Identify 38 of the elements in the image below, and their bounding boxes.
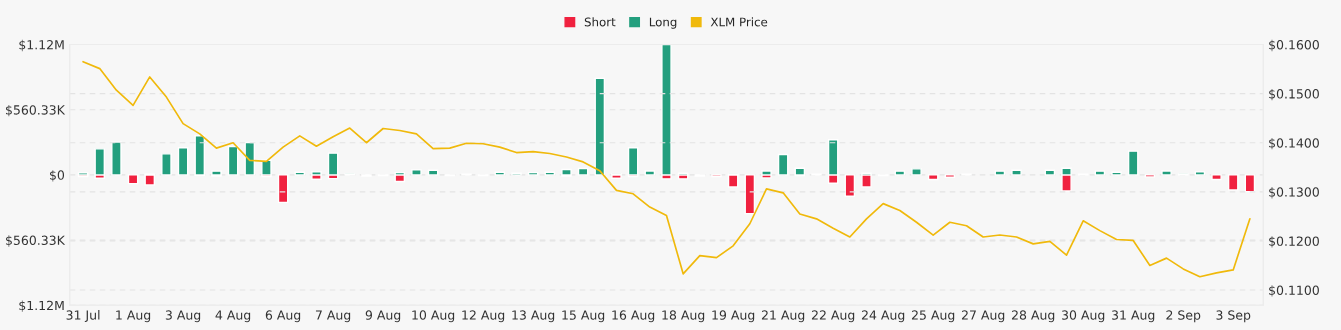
legend-label: Short: [584, 17, 616, 27]
y-tick-label: $1.12M: [19, 39, 64, 52]
x-tick-label: 10 Aug: [412, 310, 455, 323]
x-tick-label: 31 Jul: [66, 310, 100, 323]
x-tick-label: 16 Aug: [612, 310, 655, 323]
y2-tick-label: $0.1500: [1269, 88, 1319, 101]
x-tick-label: 7 Aug: [315, 310, 351, 323]
y2-tick-label: $0.1100: [1269, 285, 1319, 297]
x-tick-label: 30 Aug: [1062, 310, 1105, 323]
x-tick-label: 4 Aug: [215, 310, 251, 323]
x-tick-label: 13 Aug: [512, 310, 555, 323]
legend-label: XLM Price: [710, 17, 768, 27]
y2-tick-label: $0.1200: [1269, 236, 1319, 248]
x-tick-label: 6 Aug: [265, 310, 301, 323]
x-tick-label: 27 Aug: [961, 310, 1005, 323]
x-tick-label: 24 Aug: [861, 310, 905, 323]
x-tick-label: 12 Aug: [462, 310, 505, 323]
y-tick-label: $0: [50, 170, 65, 182]
x-tick-label: 3 Aug: [165, 310, 201, 323]
x-tick-label: 25 Aug: [911, 310, 955, 323]
y-tick-label: $560.33K: [6, 235, 66, 247]
x-tick-label: 18 Aug: [662, 310, 705, 323]
x-tick-label: 21 Aug: [761, 310, 805, 323]
y2-tick-label: $0.1400: [1269, 137, 1319, 150]
y2-tick-label: $0.1300: [1269, 187, 1319, 199]
y-tick-label: $560.33K: [6, 104, 66, 117]
x-tick-label: 3 Sep: [1216, 310, 1251, 323]
x-tick-label: 2 Sep: [1166, 310, 1201, 323]
y2-tick-label: $0.1600: [1269, 39, 1319, 52]
x-tick-label: 31 Aug: [1112, 310, 1155, 323]
x-tick-label: 15 Aug: [562, 310, 605, 323]
x-tick-label: 28 Aug: [1011, 310, 1055, 323]
y-tick-label: $1.12M: [19, 300, 64, 312]
x-tick-label: 22 Aug: [811, 310, 855, 323]
legend-label: Long: [649, 17, 677, 29]
x-tick-label: 19 Aug: [712, 310, 755, 323]
x-tick-label: 1 Aug: [116, 310, 151, 323]
x-tick-label: 9 Aug: [365, 310, 401, 323]
